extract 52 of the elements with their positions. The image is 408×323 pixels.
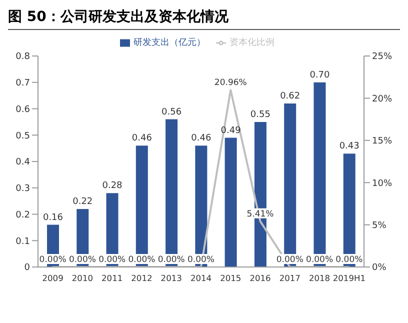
data-label: 0.70 <box>310 70 330 80</box>
data-label: 0.49 <box>220 126 242 136</box>
y-tick-label: 0.8 <box>16 52 30 62</box>
y2-tick-label: 15% <box>372 136 392 147</box>
y-tick-label: 0.5 <box>16 131 30 142</box>
data-label: 0.00% <box>336 255 363 265</box>
data-label: 0.28 <box>102 181 123 192</box>
x-tick-label: 2009 <box>42 272 64 283</box>
bar <box>224 138 237 267</box>
x-tick-label: 2013 <box>160 272 182 283</box>
y2-tick-label: 25% <box>372 52 392 62</box>
data-label: 0.16 <box>42 212 64 223</box>
data-label: 0.00% <box>276 255 304 265</box>
y-tick-label: 0 <box>24 263 30 274</box>
data-label: 0.43 <box>339 142 360 152</box>
x-tick-label: 2018 <box>308 272 330 283</box>
data-label: 0.62 <box>280 91 300 102</box>
x-tick-label: 2011 <box>102 272 123 283</box>
data-label: 5.41% <box>246 209 274 220</box>
data-label: 0.56 <box>162 107 182 118</box>
x-tick-label: 2010 <box>72 272 94 283</box>
legend-label: 研发支出（亿元） <box>134 38 206 48</box>
y-tick-label: 0.4 <box>16 158 30 168</box>
y-tick-label: 0.6 <box>16 104 30 115</box>
y-tick-label: 0.3 <box>16 184 30 194</box>
data-label: 20.96% <box>214 78 247 88</box>
y-tick-label: 0.2 <box>16 210 30 220</box>
data-label: 0.00% <box>39 255 66 265</box>
y2-tick-label: 0% <box>372 263 387 274</box>
data-label: 0.00% <box>187 255 215 265</box>
data-label: 0.00% <box>68 255 96 265</box>
data-label: 0.00% <box>98 255 126 265</box>
data-label: 0.22 <box>72 196 93 207</box>
data-label: 0.00% <box>158 255 185 265</box>
data-label: 0.00% <box>306 255 334 265</box>
x-tick-label: 2016 <box>250 272 271 283</box>
legend-label: 资本化比例 <box>230 38 274 48</box>
x-tick-label: 2012 <box>131 272 152 283</box>
data-label: 0.46 <box>191 134 212 144</box>
x-tick-label: 2019H1 <box>332 272 366 283</box>
data-label: 0.00% <box>128 255 156 265</box>
y2-tick-label: 10% <box>372 178 392 189</box>
chart-title: 图 50：公司研发支出及资本化情况 <box>8 8 400 30</box>
x-tick-label: 2017 <box>279 272 300 283</box>
x-tick-label: 2015 <box>220 272 242 283</box>
x-tick-label: 2014 <box>190 272 212 283</box>
data-label: 0.46 <box>132 134 152 144</box>
y-tick-label: 0.7 <box>16 78 30 89</box>
y2-tick-label: 20% <box>372 94 392 104</box>
y2-tick-label: 5% <box>372 220 387 231</box>
y-tick-label: 0.1 <box>16 236 30 247</box>
data-label: 0.55 <box>250 110 270 120</box>
